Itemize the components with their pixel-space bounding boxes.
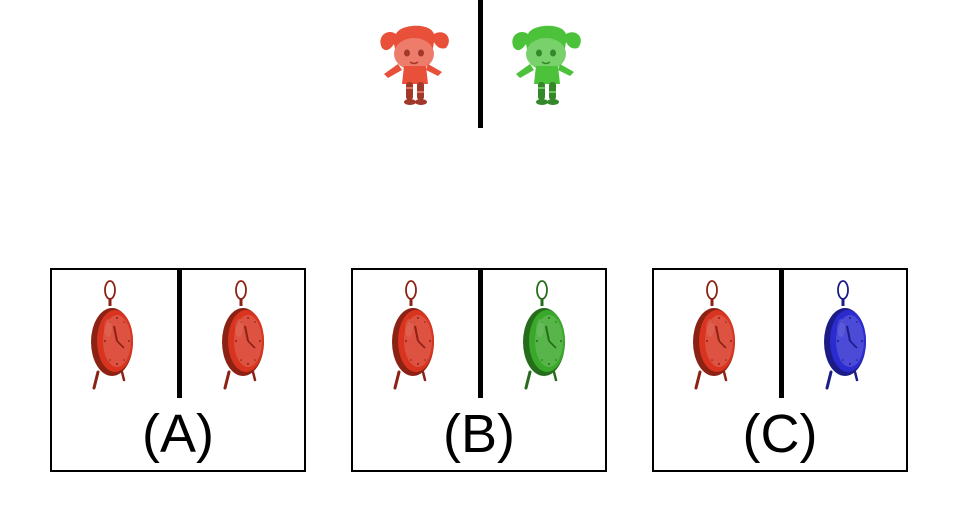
cartoon-girl-icon	[506, 20, 588, 108]
alarm-clock-icon	[385, 280, 445, 392]
option-a[interactable]: (A)	[50, 268, 306, 472]
alarm-clock-icon	[516, 280, 576, 392]
option-divider	[177, 270, 182, 398]
option-label: (A)	[142, 404, 214, 464]
alarm-clock-icon	[686, 280, 746, 392]
example-pair	[360, 0, 604, 130]
option-label: (C)	[742, 404, 818, 464]
alarm-clock-icon	[817, 280, 877, 392]
option-divider	[478, 270, 483, 398]
alarm-clock-icon	[84, 280, 144, 392]
option-divider	[779, 270, 784, 398]
alarm-clock-icon	[215, 280, 275, 392]
option-label: (B)	[443, 404, 515, 464]
option-b[interactable]: (B)	[351, 268, 607, 472]
example-divider	[478, 0, 483, 128]
cartoon-girl-icon	[374, 20, 456, 108]
option-c[interactable]: (C)	[652, 268, 908, 472]
